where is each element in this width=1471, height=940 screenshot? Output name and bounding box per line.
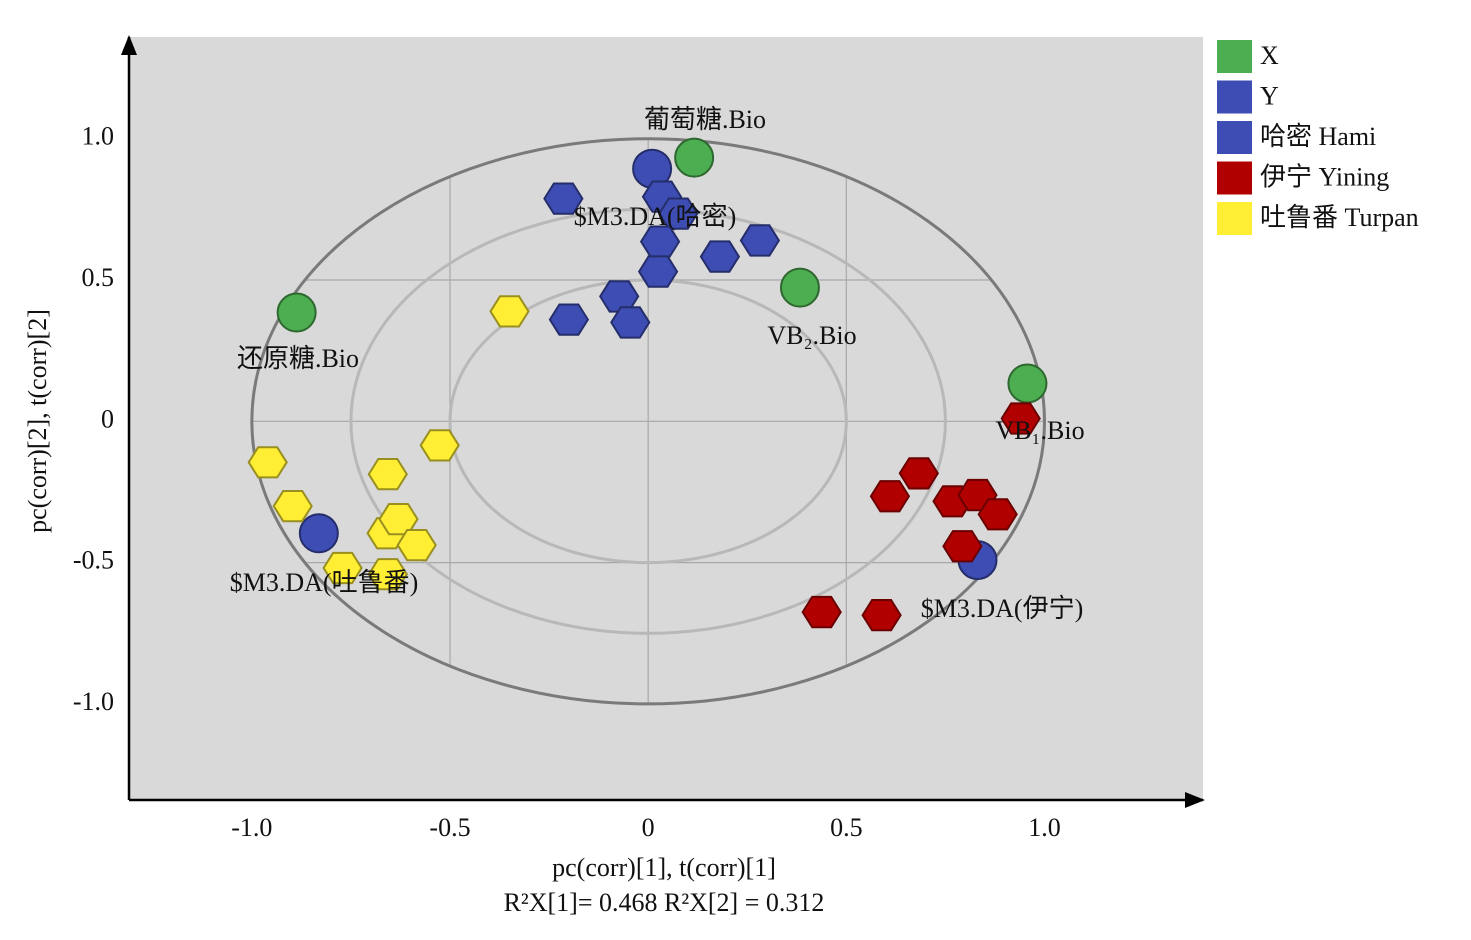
- x-axis-label-2: R²X[1]= 0.468 R²X[2] = 0.312: [504, 888, 825, 917]
- hexagon-point: [543, 182, 584, 215]
- hexagon-point: [699, 240, 741, 273]
- annotation: VB₂.Bio: [767, 321, 856, 350]
- annotation: $M3.DA(吐鲁番): [230, 568, 419, 597]
- y-tick-label: -0.5: [73, 546, 114, 575]
- x-tick-label: 0.5: [830, 813, 863, 842]
- hexagon-point: [801, 595, 842, 629]
- y-tick-label: -1.0: [73, 687, 114, 716]
- hexagon-point: [898, 457, 939, 490]
- hexagon-point: [739, 224, 781, 257]
- y-axis-label: pc(corr)[2], t(corr)[2]: [23, 309, 52, 533]
- x-axis-label: pc(corr)[1], t(corr)[1]: [552, 853, 776, 882]
- annotation: $M3.DA(伊宁): [921, 594, 1084, 623]
- legend-swatch: [1217, 80, 1252, 114]
- legend-label: 吐鲁番 Turpan: [1260, 203, 1419, 232]
- reference-circle: [349, 207, 947, 635]
- hexagon-point: [942, 530, 983, 563]
- legend-label: 伊宁 Yining: [1260, 162, 1389, 191]
- hexagon-point: [658, 197, 699, 230]
- y-tick-label: 0.5: [82, 263, 115, 292]
- circle-point: [779, 267, 820, 308]
- hexagon-point: [861, 599, 902, 632]
- legend-swatch: [1217, 202, 1252, 235]
- hexagon-point: [396, 529, 437, 562]
- hexagon-point: [548, 303, 590, 336]
- x-tick-label: 1.0: [1028, 813, 1061, 842]
- hexagon-point: [489, 295, 530, 328]
- legend-label: Y: [1260, 81, 1279, 110]
- circle-point: [674, 137, 715, 178]
- annotation: 葡萄糖.Bio: [644, 105, 766, 134]
- hexagon-point: [869, 480, 911, 513]
- hexagon-point: [637, 255, 679, 288]
- y-tick-label: 0: [101, 404, 114, 433]
- circle-point: [276, 292, 317, 333]
- annotation: 还原糖.Bio: [237, 344, 359, 373]
- x-tick-label: -0.5: [429, 813, 470, 842]
- legend-swatch: [1217, 121, 1252, 154]
- hexagon-point: [272, 490, 313, 523]
- hexagon-point: [367, 458, 408, 491]
- hexagon-point: [639, 225, 681, 258]
- legend-swatch: [1217, 161, 1252, 195]
- y-tick-label: 1.0: [82, 122, 115, 151]
- x-tick-label: 0: [642, 813, 655, 842]
- hexagon-point: [419, 429, 460, 462]
- hexagon-point: [1000, 402, 1041, 435]
- circle-point: [1007, 363, 1048, 404]
- hexagon-point: [610, 306, 651, 339]
- circle-point: [298, 513, 339, 554]
- legend-label: 哈密 Hami: [1260, 122, 1376, 151]
- annotation: VB₁.Bio: [995, 416, 1084, 445]
- reference-circle: [250, 137, 1046, 706]
- hexagon-point: [977, 498, 1018, 531]
- x-tick-label: -1.0: [231, 813, 272, 842]
- legend-label: X: [1260, 41, 1279, 70]
- hexagon-point: [247, 446, 288, 479]
- hexagon-point: [322, 551, 363, 585]
- hexagon-point: [367, 558, 408, 591]
- legend-swatch: [1217, 40, 1252, 73]
- annotation: $M3.DA(哈密): [574, 202, 737, 231]
